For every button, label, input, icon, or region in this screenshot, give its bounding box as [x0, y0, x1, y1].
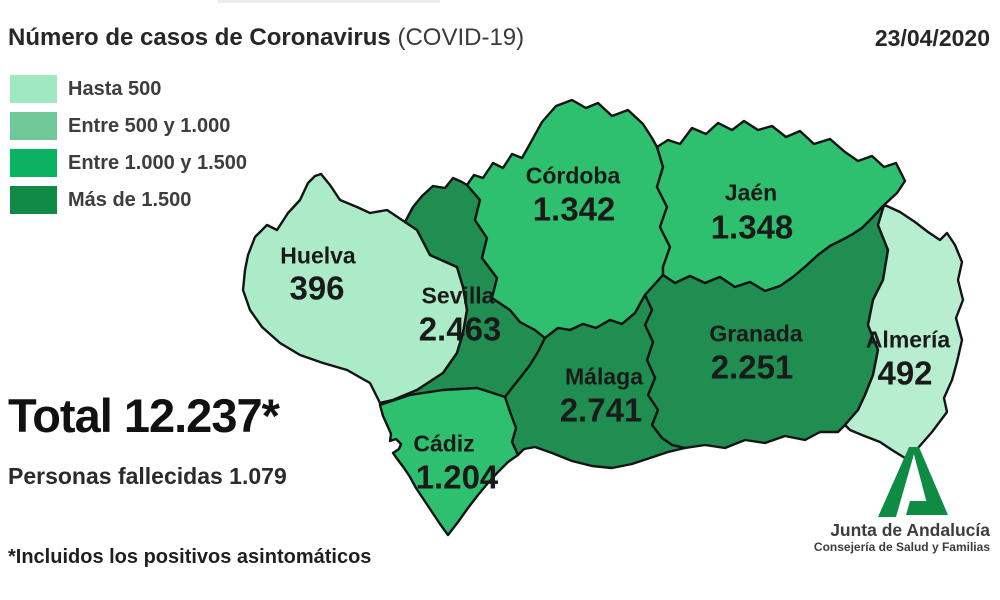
province-label-sevilla: Sevilla [421, 282, 495, 309]
province-label-granada: Granada [709, 320, 803, 347]
cropped-top-edge-artifact [218, 0, 440, 3]
province-label-almeria: Almería [865, 326, 951, 353]
legend-row: Más de 1.500 [10, 186, 247, 214]
logo-right-stroke [912, 447, 948, 515]
province-cases-cordoba: 1.342 [532, 190, 616, 228]
legend-swatch-1000-1500 [10, 149, 57, 177]
legend-swatch-mas-1500 [10, 186, 57, 214]
legend-row: Hasta 500 [10, 75, 247, 103]
province-cases-cadiz: 1.204 [415, 458, 499, 496]
legend-swatch-hasta-500 [10, 75, 57, 103]
province-label-huelva: Huelva [280, 242, 356, 269]
province-cases-jaen: 1.348 [710, 208, 794, 246]
title-main: Número de casos de Coronavirus [8, 24, 391, 51]
province-label-cordoba: Córdoba [525, 162, 621, 189]
page-title: Número de casos de Coronavirus (COVID-19… [8, 24, 524, 52]
province-cases-malaga: 2.741 [559, 391, 643, 429]
deaths-text: Personas fallecidas 1.079 [8, 463, 287, 489]
legend: Hasta 500 Entre 500 y 1.000 Entre 1.000 … [10, 75, 247, 223]
province-label-cadiz: Cádiz [413, 430, 475, 457]
logo-crossbar [906, 501, 946, 515]
asymptomatic-footnote: *Incluidos los positivos asintomáticos [8, 546, 372, 568]
legend-row: Entre 1.000 y 1.500 [10, 149, 247, 177]
province-cases-huelva: 396 [289, 269, 345, 307]
report-date: 23/04/2020 [874, 25, 990, 51]
logo-left-stroke [878, 447, 916, 517]
total-value: 12.237* [123, 389, 280, 442]
province-label-jaen: Jaén [724, 179, 778, 206]
province-label-malaga: Málaga [565, 363, 643, 390]
province-cases-sevilla: 2.463 [418, 310, 502, 348]
junta-de-andalucia-logo-icon [878, 447, 948, 517]
province-cases-granada: 2.251 [710, 348, 794, 386]
cadiz-shape [378, 386, 520, 537]
brand-org-name: Junta de Andalucía [830, 520, 990, 540]
legend-label: Hasta 500 [68, 77, 162, 100]
legend-label: Entre 500 y 1.000 [68, 114, 231, 137]
province-cases-almeria: 492 [877, 354, 933, 392]
title-covid: (COVID-19) [390, 24, 525, 51]
total-cases: Total 12.237* [8, 388, 280, 443]
legend-row: Entre 500 y 1.000 [10, 112, 247, 140]
brand-department: Consejería de Salud y Familias [813, 540, 990, 554]
legend-swatch-500-1000 [10, 112, 57, 140]
total-label: Total [8, 389, 113, 442]
legend-label: Más de 1.500 [68, 188, 192, 211]
legend-label: Entre 1.000 y 1.500 [68, 151, 248, 174]
